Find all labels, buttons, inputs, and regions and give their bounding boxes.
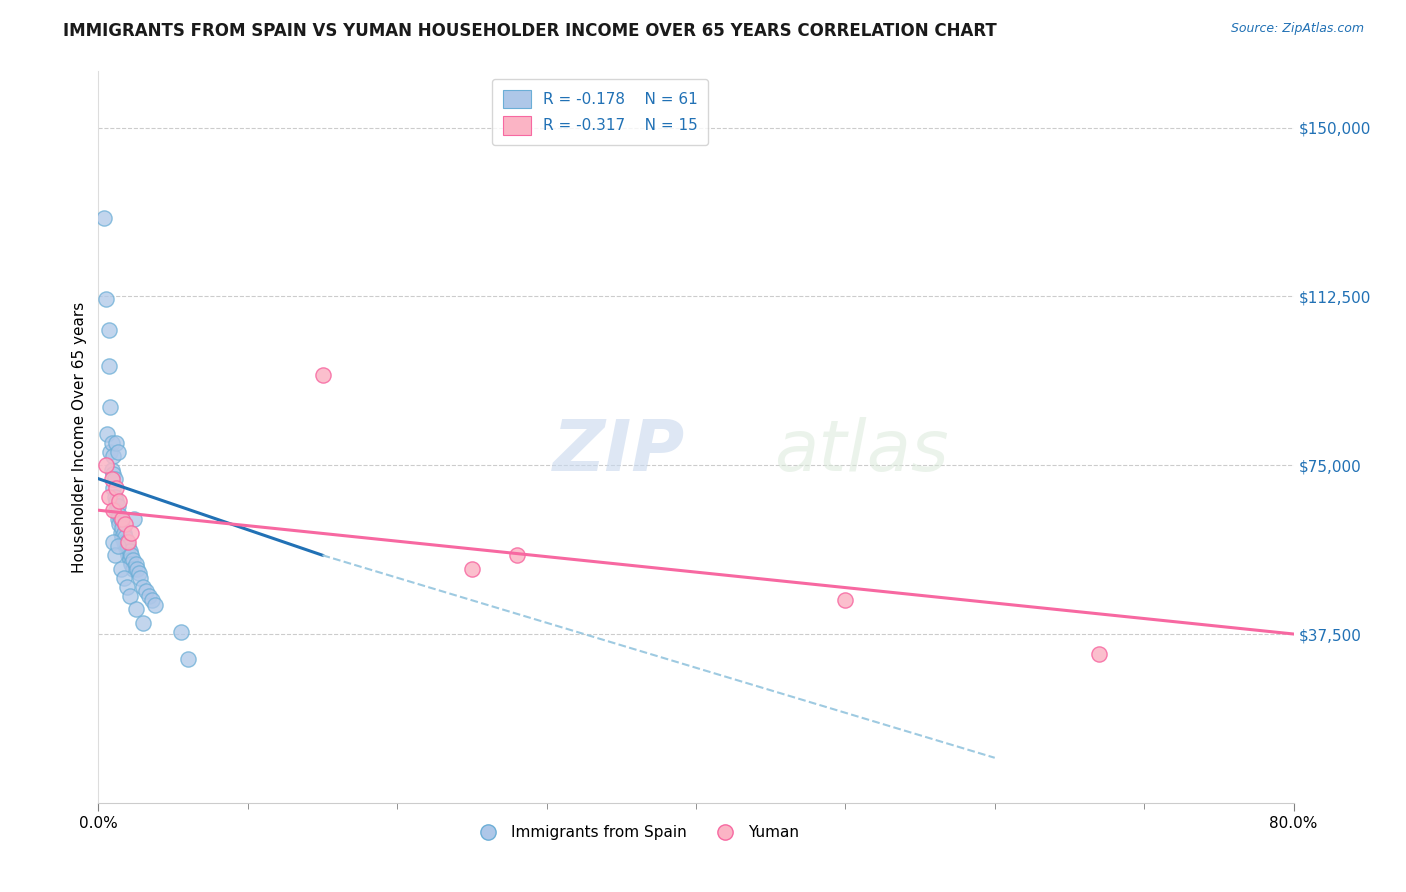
Point [101, 472, 124, 486]
Point [108, 516, 131, 531]
Point [138, 589, 160, 603]
Point [115, 534, 138, 549]
Point [112, 525, 135, 540]
Text: ZIP: ZIP [553, 417, 685, 486]
Point [98, 400, 122, 414]
Legend: Immigrants from Spain, Yuman: Immigrants from Spain, Yuman [467, 819, 806, 847]
Point [143, 598, 166, 612]
Point [117, 548, 139, 562]
Point [120, 525, 142, 540]
Point [132, 615, 155, 630]
Point [141, 593, 163, 607]
Point [1088, 647, 1111, 661]
Point [461, 562, 484, 576]
Point [105, 435, 128, 450]
Point [311, 368, 333, 383]
Point [107, 539, 129, 553]
Point [118, 589, 141, 603]
Point [107, 444, 129, 458]
Point [135, 584, 157, 599]
Point [97, 323, 120, 337]
Point [97, 359, 120, 374]
Point [103, 481, 125, 495]
Point [105, 481, 128, 495]
Point [127, 562, 149, 576]
Point [117, 534, 139, 549]
Text: Source: ZipAtlas.com: Source: ZipAtlas.com [1230, 22, 1364, 36]
Point [129, 571, 152, 585]
Point [110, 525, 132, 540]
Point [108, 494, 131, 508]
Point [101, 435, 124, 450]
Point [111, 530, 134, 544]
Point [169, 624, 191, 639]
Point [115, 580, 138, 594]
Point [94, 458, 117, 473]
Point [98, 444, 122, 458]
Text: IMMIGRANTS FROM SPAIN VS YUMAN HOUSEHOLDER INCOME OVER 65 YEARS CORRELATION CHAR: IMMIGRANTS FROM SPAIN VS YUMAN HOUSEHOLD… [63, 22, 997, 40]
Point [94, 292, 117, 306]
Point [506, 548, 529, 562]
Point [117, 539, 139, 553]
Point [115, 543, 138, 558]
Text: atlas: atlas [773, 417, 948, 486]
Point [125, 558, 148, 572]
Point [103, 467, 125, 482]
Point [93, 211, 115, 225]
Point [132, 580, 155, 594]
Point [112, 534, 135, 549]
Point [104, 490, 127, 504]
Point [112, 571, 135, 585]
Point [125, 602, 148, 616]
Point [834, 593, 856, 607]
Point [103, 449, 125, 463]
Point [105, 494, 128, 508]
Point [103, 534, 125, 549]
Y-axis label: Householder Income Over 65 years: Householder Income Over 65 years [72, 301, 87, 573]
Point [118, 543, 141, 558]
Point [101, 463, 124, 477]
Point [120, 558, 142, 572]
Point [111, 521, 134, 535]
Point [110, 512, 132, 526]
Point [97, 490, 120, 504]
Point [110, 562, 132, 576]
Point [120, 548, 142, 562]
Point [124, 512, 146, 526]
Point [108, 508, 131, 522]
Point [104, 548, 127, 562]
Point [96, 426, 118, 441]
Point [121, 553, 143, 567]
Point [118, 553, 141, 567]
Point [104, 472, 127, 486]
Point [177, 652, 200, 666]
Point [114, 530, 136, 544]
Point [121, 562, 143, 576]
Point [114, 539, 136, 553]
Point [128, 566, 150, 581]
Point [103, 503, 125, 517]
Point [114, 516, 136, 531]
Point [107, 512, 129, 526]
Point [111, 512, 134, 526]
Point [105, 503, 128, 517]
Point [107, 499, 129, 513]
